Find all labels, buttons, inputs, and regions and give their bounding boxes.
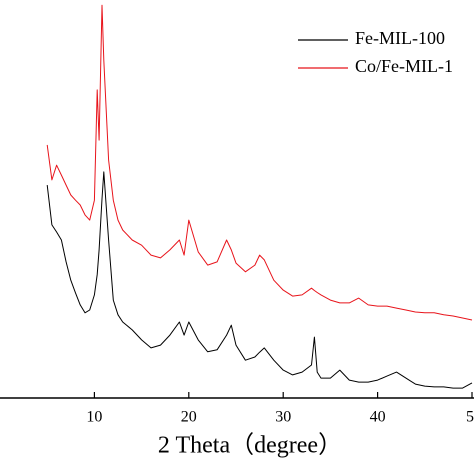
x-tick-label: 30 bbox=[275, 409, 291, 426]
data-line bbox=[46, 171, 473, 389]
data-line bbox=[46, 4, 473, 321]
legend-label: Fe-MIL-100 bbox=[355, 28, 445, 48]
x-axis-title: 2 Theta（degree） bbox=[158, 433, 342, 459]
x-tick-label: 5 bbox=[466, 409, 474, 426]
legend-label: Co/Fe-MIL-1 bbox=[355, 56, 453, 76]
x-tick-label: 40 bbox=[370, 409, 386, 426]
x-tick-label: 10 bbox=[86, 409, 102, 426]
x-tick-label: 20 bbox=[181, 409, 197, 426]
